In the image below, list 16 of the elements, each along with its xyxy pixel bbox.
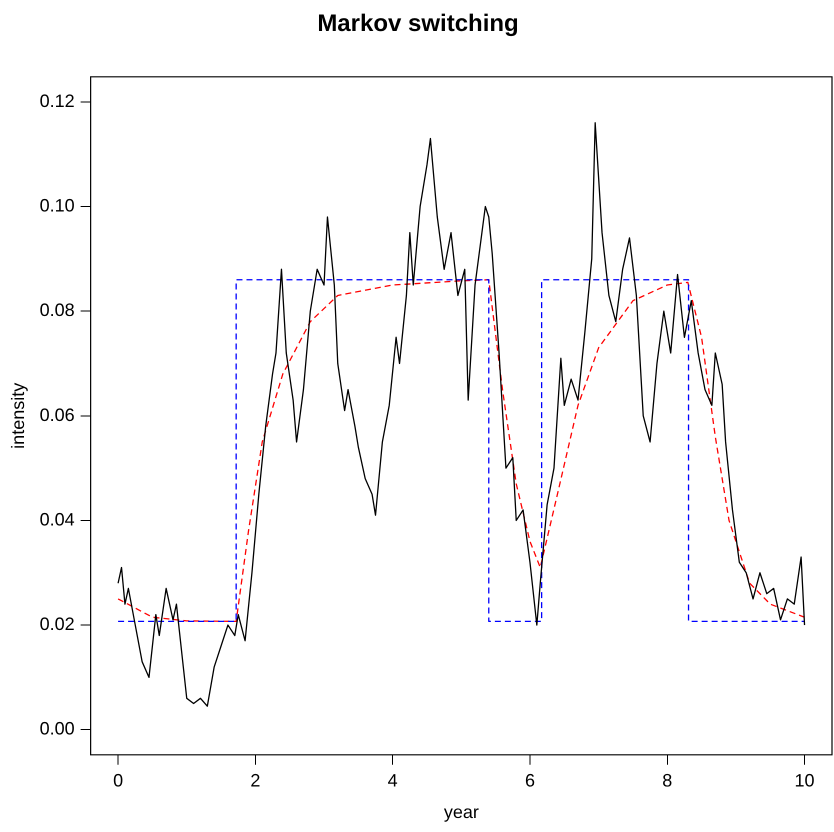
y-tick-label: 0.04: [40, 509, 75, 530]
x-tick-label: 2: [250, 770, 260, 791]
x-tick-label: 6: [524, 770, 535, 791]
chart-title: Markov switching: [317, 10, 519, 38]
x-tick-label: 0: [113, 770, 124, 791]
x-tick-label: 10: [794, 770, 815, 791]
x-tick-label: 8: [662, 770, 672, 791]
y-tick-label: 0.06: [40, 404, 75, 425]
y-axis-title: intensity: [8, 382, 28, 449]
y-tick-label: 0.02: [40, 614, 75, 634]
y-tick-label: 0.12: [40, 90, 75, 111]
x-axis-title: year: [444, 802, 479, 822]
y-tick-label: 0.08: [40, 300, 75, 320]
y-tick-label: 0.00: [40, 718, 75, 739]
x-tick-label: 4: [388, 770, 398, 791]
y-tick-label: 0.10: [40, 196, 75, 216]
